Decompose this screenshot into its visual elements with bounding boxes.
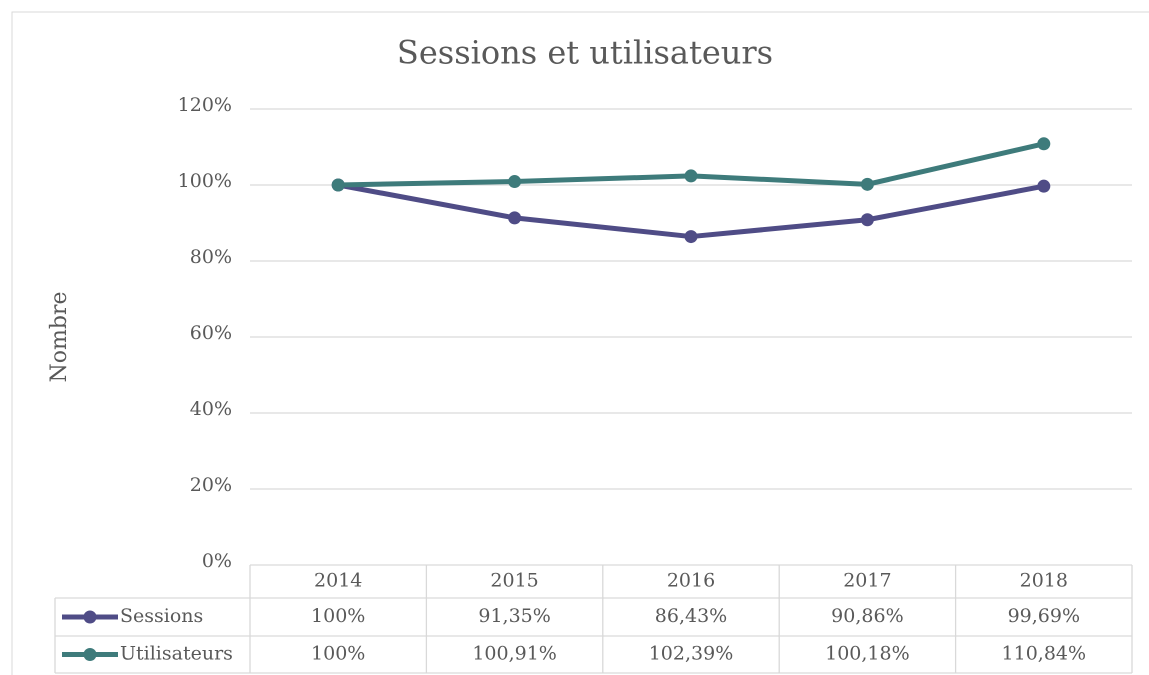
- data-point: [860, 213, 874, 227]
- y-tick-label: 120%: [178, 94, 232, 116]
- data-point: [331, 178, 345, 192]
- x-tick-label: 2018: [1020, 570, 1068, 592]
- data-label: 100%: [311, 643, 365, 665]
- data-label: 110,84%: [1002, 643, 1087, 665]
- legend-label: Sessions: [120, 605, 203, 627]
- data-label: 100,91%: [472, 643, 557, 665]
- data-label: 99,69%: [1008, 605, 1080, 627]
- x-tick-label: 2015: [490, 570, 538, 592]
- data-point: [684, 230, 698, 244]
- legend-key-marker: [83, 610, 97, 624]
- data-label: 91,35%: [478, 605, 550, 627]
- data-label: 102,39%: [649, 643, 734, 665]
- y-axis-title: Nombre: [47, 292, 72, 383]
- data-label: 100,18%: [825, 643, 910, 665]
- y-tick-label: 60%: [190, 322, 232, 344]
- data-label: 100%: [311, 605, 365, 627]
- data-point: [508, 211, 522, 225]
- data-point: [684, 169, 698, 183]
- y-tick-label: 40%: [190, 398, 232, 420]
- data-point: [508, 175, 522, 189]
- data-point: [860, 177, 874, 191]
- data-label: 86,43%: [655, 605, 727, 627]
- x-tick-label: 2016: [667, 570, 715, 592]
- legend-key-marker: [83, 648, 97, 661]
- chart-title: Sessions et utilisateurs: [397, 34, 773, 72]
- x-tick-label: 2017: [843, 570, 891, 592]
- data-point: [1037, 137, 1051, 151]
- data-point: [1037, 179, 1051, 193]
- x-tick-label: 2014: [314, 570, 362, 592]
- legend-label: Utilisateurs: [120, 643, 233, 665]
- y-tick-label: 80%: [190, 246, 232, 268]
- y-tick-label: 20%: [190, 474, 232, 496]
- y-tick-label: 0%: [202, 550, 232, 572]
- data-label: 90,86%: [831, 605, 903, 627]
- y-tick-label: 100%: [178, 170, 232, 192]
